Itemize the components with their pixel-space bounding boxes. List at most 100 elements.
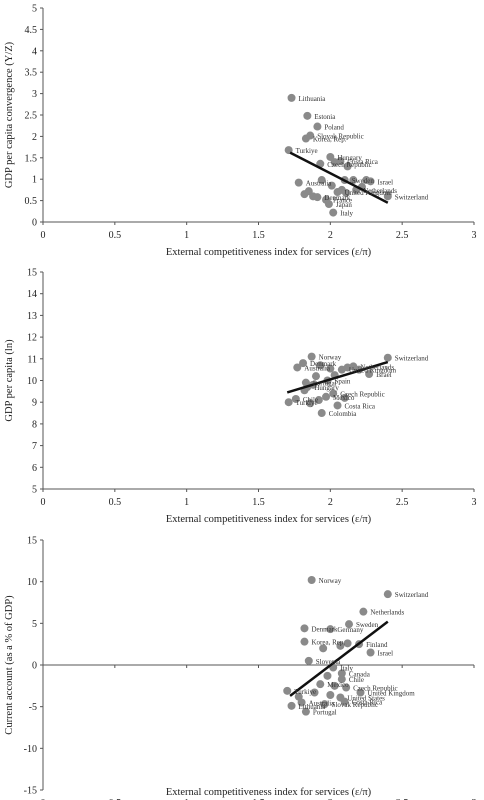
data-point (313, 122, 322, 131)
y-tick-label: 0.5 (25, 196, 38, 207)
data-point (362, 176, 371, 185)
point-label: United Kingdom (345, 189, 393, 197)
point-label: Switzerland (395, 355, 429, 363)
y-tick-label: 8 (32, 419, 37, 430)
data-point (337, 669, 346, 678)
data-point (330, 681, 339, 690)
point-label: Spain (334, 378, 350, 386)
y-tick-label: 0 (32, 661, 37, 672)
point-label: Sweden (352, 177, 375, 185)
x-tick-label: 0 (41, 230, 46, 241)
y-tick-label: 15 (27, 536, 37, 547)
point-label: Slovak Republic (317, 133, 363, 141)
data-point (340, 697, 349, 706)
point-label: Czech Republic (340, 391, 385, 399)
x-axis-title: External competitiveness index for servi… (166, 787, 372, 798)
point-label: Australia (304, 364, 331, 372)
data-point (284, 398, 293, 407)
y-tick-label: 10 (27, 577, 37, 588)
data-point (307, 352, 316, 361)
point-label: Costa Rica (352, 699, 383, 707)
data-point (303, 111, 312, 120)
x-tick-label: 1.5 (252, 497, 265, 508)
x-tick-label: 2 (328, 230, 333, 241)
data-point (356, 688, 365, 697)
point-label: Japan (336, 201, 352, 209)
point-label: Sweden (356, 621, 379, 629)
y-tick-label: 13 (27, 311, 37, 322)
panel-gdp-convergence: 0 0.5 1 1.5 2 2.5 3 3.5 4 4.5 5 0 0.5 1 1.5 2 2.5 3 Extern… (4, 4, 477, 259)
data-point (316, 361, 325, 370)
trend-line (289, 151, 389, 204)
y-tick-label: 3 (32, 89, 37, 100)
x-tick-label: 1 (184, 798, 189, 800)
trend-line (289, 620, 389, 697)
data-point (294, 692, 303, 701)
point-label: Hungary (337, 154, 362, 162)
point-label: Italy (340, 210, 353, 218)
y-tick-label: 6 (32, 463, 37, 474)
point-label: Germany (337, 626, 364, 634)
point-label: Israel (378, 650, 394, 658)
data-point (329, 208, 338, 217)
point-label: Portugal (313, 709, 337, 717)
point-label: Italy (340, 665, 353, 673)
point-label: Denmark (310, 360, 337, 368)
point-label: Korea, Rep. (313, 136, 347, 144)
data-point (337, 675, 346, 684)
data-point (343, 363, 352, 372)
y-tick-label: 14 (27, 289, 37, 300)
data-point (317, 409, 326, 418)
y-tick-label: 10 (27, 376, 37, 387)
data-point (365, 369, 374, 378)
data-point (342, 683, 351, 692)
point-label: Slovak Republic (332, 701, 378, 709)
point-label: Netherlands (363, 187, 397, 195)
point-label: Hungary (314, 384, 339, 392)
data-point (330, 158, 339, 167)
data-point (306, 399, 315, 408)
data-point (300, 637, 309, 646)
x-tick-label: 2.5 (396, 497, 409, 508)
point-label: Mexico (327, 681, 349, 689)
x-tick-label: 2 (328, 798, 333, 800)
data-point (327, 181, 336, 190)
point-label: Czech Republic (327, 161, 372, 169)
x-axis-title: External competitiveness index for servi… (166, 514, 372, 525)
x-tick-label: 2 (328, 497, 333, 508)
y-tick-label: 5 (32, 485, 37, 496)
data-point (383, 353, 392, 362)
point-label: France (333, 197, 352, 205)
point-label: Turkiye (296, 399, 318, 407)
y-tick-label: -10 (24, 744, 37, 755)
point-label: Netherlands (370, 609, 404, 617)
data-point (340, 393, 349, 402)
y-tick-label: 12 (27, 333, 37, 344)
point-label: Costa Rica (345, 402, 376, 410)
data-point (309, 192, 318, 201)
y-axis-title: Current account (as a % of GDP) (4, 595, 15, 735)
point-label: Lithuania (299, 703, 327, 711)
data-point (304, 656, 313, 665)
data-point (336, 641, 345, 650)
x-tick-label: 3 (472, 497, 477, 508)
x-axis-title: External competitiveness index for servi… (166, 247, 372, 258)
data-point (287, 701, 296, 710)
data-point (299, 359, 308, 368)
point-label: Denmark (311, 625, 338, 633)
y-tick-label: 5 (32, 4, 37, 15)
data-point (324, 200, 333, 209)
point-label: Slovenia (316, 658, 341, 666)
point-label: United States (347, 695, 385, 703)
point-label: United Kingdom (368, 690, 416, 698)
x-tick-label: 0.5 (109, 798, 122, 800)
point-label: Costa Rica (347, 158, 378, 166)
y-axis-title: GDP per capita (ln) (4, 339, 15, 422)
point-label: Lithuania (299, 95, 327, 103)
data-point (342, 188, 351, 197)
data-point (343, 162, 352, 171)
data-point (345, 620, 354, 629)
y-tick-label: 1.5 (25, 153, 38, 164)
data-point (323, 671, 332, 680)
y-tick-label: 0 (32, 218, 37, 229)
